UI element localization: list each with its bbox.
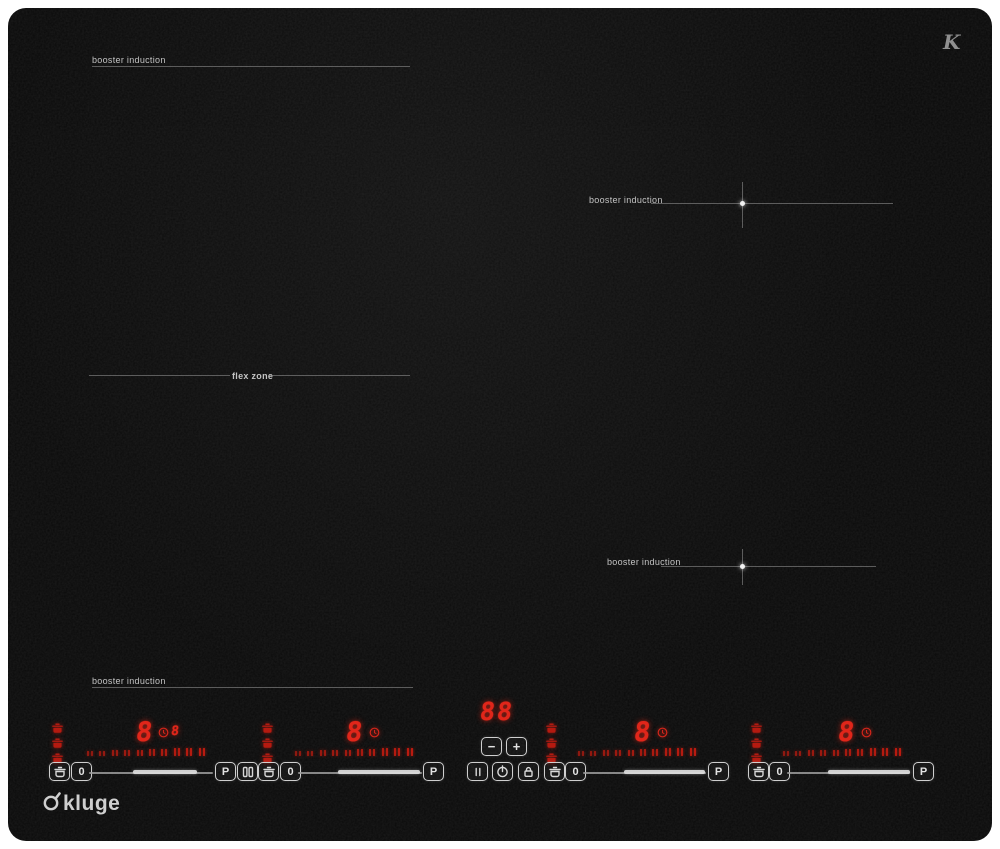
zone-3-power-slider-fill[interactable] bbox=[624, 770, 705, 774]
annotation-booster-right-lower: booster induction bbox=[607, 557, 681, 567]
zone-4-power-display: 8 bbox=[836, 717, 857, 748]
annotation-line-booster-right-upper bbox=[651, 203, 893, 204]
zone-1-zero-button[interactable]: 0 bbox=[71, 762, 92, 781]
annotation-line-flex-left bbox=[89, 375, 230, 376]
annotation-booster-top-left: booster induction bbox=[92, 55, 166, 65]
brand-wordmark: kluge bbox=[63, 792, 121, 815]
annotation-booster-right-upper: booster induction bbox=[589, 195, 663, 205]
pot-indicator-icon bbox=[52, 753, 63, 763]
zone-2-power-display: 8 bbox=[344, 717, 365, 748]
zone-1-power-slider-fill[interactable] bbox=[133, 770, 197, 774]
clock-icon bbox=[369, 727, 380, 738]
zone-3-pan-select-button[interactable] bbox=[544, 762, 565, 781]
zone-1-power-display: 8 bbox=[134, 717, 155, 748]
pot-indicator-icon bbox=[52, 723, 63, 733]
zone-1-pan-indicator-icons bbox=[51, 723, 64, 764]
zone-2-zero-button[interactable]: 0 bbox=[280, 762, 301, 781]
annotation-line-booster-bottom-left bbox=[92, 687, 413, 688]
pot-indicator-icon bbox=[546, 738, 557, 748]
annotation-booster-bottom-left: booster induction bbox=[92, 676, 166, 686]
zone-4-zero-button[interactable]: 0 bbox=[769, 762, 790, 781]
pot-indicator-icon bbox=[262, 723, 273, 733]
zone-2-pan-indicator-icons bbox=[261, 723, 274, 764]
zone-2-level-scale bbox=[295, 745, 419, 756]
pot-indicator-icon bbox=[751, 738, 762, 748]
pot-indicator-icon bbox=[52, 738, 63, 748]
zone-3-level-scale bbox=[578, 745, 702, 756]
brand-logo-mark bbox=[43, 792, 61, 811]
pause-icon[interactable] bbox=[467, 762, 488, 781]
clock-icon bbox=[861, 727, 872, 738]
annotation-line-booster-top-left bbox=[92, 66, 410, 67]
flex-bridge-icon[interactable] bbox=[237, 762, 258, 781]
zone-1-timer-digit: 8 bbox=[170, 724, 180, 739]
zone-4-pan-indicator-icons bbox=[750, 723, 763, 764]
zone-1-boost-button[interactable]: P bbox=[215, 762, 236, 781]
pot-indicator-icon bbox=[546, 753, 557, 763]
glass-speckle-texture bbox=[8, 8, 992, 841]
annotation-flex-zone: flex zone bbox=[232, 371, 274, 381]
annotation-crosshair-dot-upper bbox=[740, 201, 745, 206]
lock-icon[interactable] bbox=[518, 762, 539, 781]
minus-button[interactable]: − bbox=[481, 737, 502, 756]
zone-4-pan-select-button[interactable] bbox=[748, 762, 769, 781]
pot-indicator-icon bbox=[751, 753, 762, 763]
clock-icon bbox=[657, 727, 668, 738]
zone-4-power-slider-fill[interactable] bbox=[828, 770, 910, 774]
zone-4-level-scale bbox=[783, 745, 907, 756]
glass-sheen bbox=[8, 8, 992, 841]
zone-1-level-scale bbox=[87, 745, 211, 756]
zone-1-pan-select-button[interactable] bbox=[49, 762, 70, 781]
zone-2-power-slider-fill[interactable] bbox=[338, 770, 420, 774]
zone-4-boost-button[interactable]: P bbox=[913, 762, 934, 781]
cooktop-surface bbox=[8, 8, 992, 841]
zone-2-boost-button[interactable]: P bbox=[423, 762, 444, 781]
annotation-line-flex-right bbox=[270, 375, 410, 376]
pot-indicator-icon bbox=[262, 753, 273, 763]
zone-2-pan-select-button[interactable] bbox=[258, 762, 279, 781]
timer-display: 88 bbox=[478, 697, 516, 726]
pot-indicator-icon bbox=[751, 723, 762, 733]
annotation-line-booster-right-lower bbox=[661, 566, 876, 567]
plus-button[interactable]: + bbox=[506, 737, 527, 756]
zone-3-power-display: 8 bbox=[632, 717, 653, 748]
power-icon[interactable] bbox=[492, 762, 513, 781]
annotation-crosshair-dot-lower bbox=[740, 564, 745, 569]
zone-3-boost-button[interactable]: P bbox=[708, 762, 729, 781]
brand-monogram: K bbox=[943, 30, 961, 54]
pot-indicator-icon bbox=[546, 723, 557, 733]
zone-3-zero-button[interactable]: 0 bbox=[565, 762, 586, 781]
zone-3-pan-indicator-icons bbox=[545, 723, 558, 764]
clock-icon bbox=[158, 727, 169, 738]
pot-indicator-icon bbox=[262, 738, 273, 748]
